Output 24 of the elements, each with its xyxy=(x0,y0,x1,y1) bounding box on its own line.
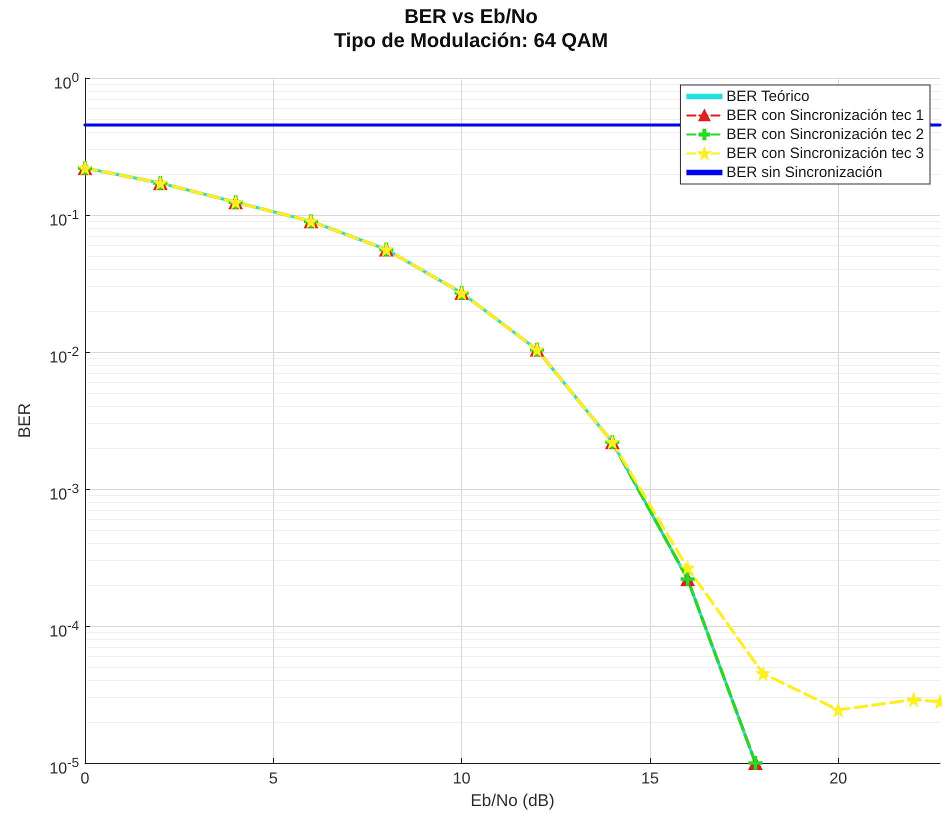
legend-label: BER con Sincronización tec 2 xyxy=(726,126,924,143)
legend-label: BER Teórico xyxy=(726,88,810,105)
legend-label: BER con Sincronización tec 3 xyxy=(726,145,924,162)
x-tick-label: 20 xyxy=(829,770,848,788)
point xyxy=(906,692,921,707)
y-axis-title: BER xyxy=(15,403,34,438)
y-tick-label: 10$^{-1}$ xyxy=(49,206,79,232)
chart-subtitle: Tipo de Modulación: 64 QAM xyxy=(334,30,608,52)
legend-label: BER sin Sincronización xyxy=(726,164,882,181)
x-axis-title: Eb/No (dB) xyxy=(470,790,555,810)
legend-label: BER con Sincronización tec 1 xyxy=(726,107,924,124)
x-tick-label: 10 xyxy=(452,770,471,788)
point xyxy=(756,666,770,681)
x-tick-label: 5 xyxy=(268,770,278,788)
chart-title: BER vs Eb/No xyxy=(404,6,538,28)
point xyxy=(680,561,695,576)
y-tick-label: 10$^{-2}$ xyxy=(49,343,79,368)
y-tick-label: 10$^{-3}$ xyxy=(49,480,79,506)
y-tick-label: 10$^{-4}$ xyxy=(49,617,79,642)
x-tick-label: 15 xyxy=(641,770,659,788)
point xyxy=(831,702,846,717)
y-tick-label: 10$^{-5}$ xyxy=(49,754,79,780)
x-tick-label: 0 xyxy=(80,770,90,788)
y-tick-label: 10$^{0}$ xyxy=(54,69,79,94)
